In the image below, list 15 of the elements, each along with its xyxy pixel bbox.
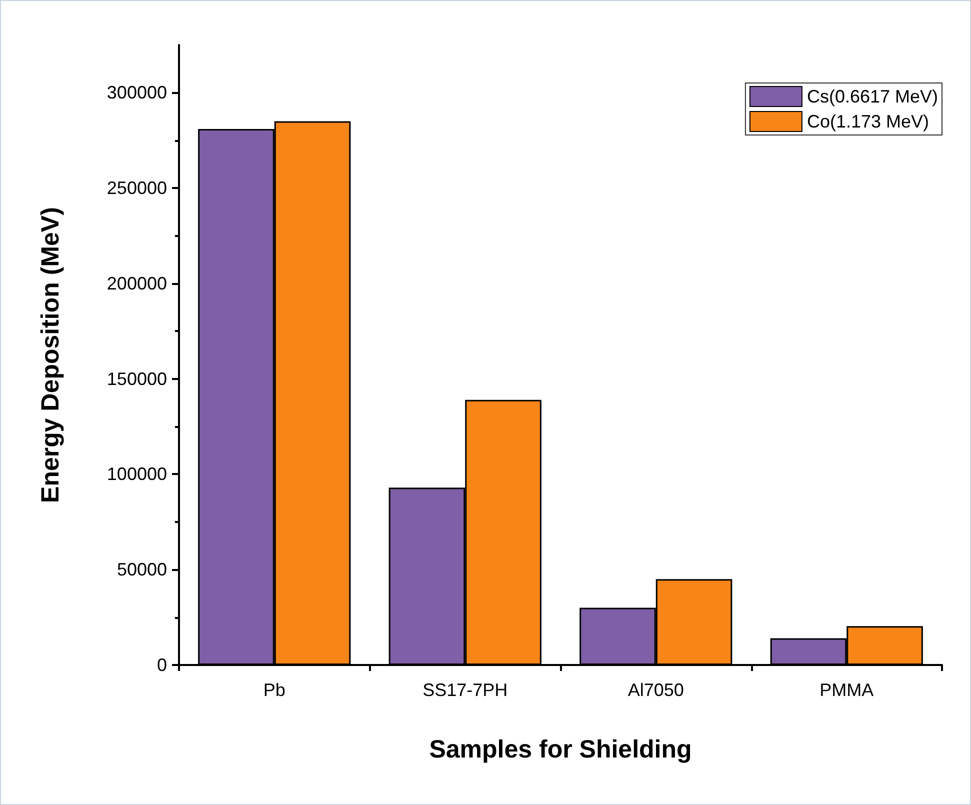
x-axis-title: Samples for Shielding xyxy=(429,736,692,764)
x-tick-label: Al7050 xyxy=(628,680,684,700)
legend-label: Cs(0.6617 MeV) xyxy=(806,86,938,106)
y-tick-label: 100000 xyxy=(106,464,167,484)
x-tick-label: Pb xyxy=(263,680,286,700)
y-tick-label: 200000 xyxy=(106,273,167,294)
legend-label: Co(1.173 MeV) xyxy=(806,112,930,132)
y-tick-label: 300000 xyxy=(106,82,167,103)
y-tick-label: 50000 xyxy=(116,560,167,580)
x-tick-label: PMMA xyxy=(820,680,874,700)
x-tick-label: SS17-7PH xyxy=(422,680,508,700)
y-tick-label: 150000 xyxy=(106,368,167,389)
y-axis-title: Energy Deposition (MeV) xyxy=(36,207,64,503)
y-tick-label: 0 xyxy=(156,655,167,675)
y-tick-label: 250000 xyxy=(106,178,167,198)
